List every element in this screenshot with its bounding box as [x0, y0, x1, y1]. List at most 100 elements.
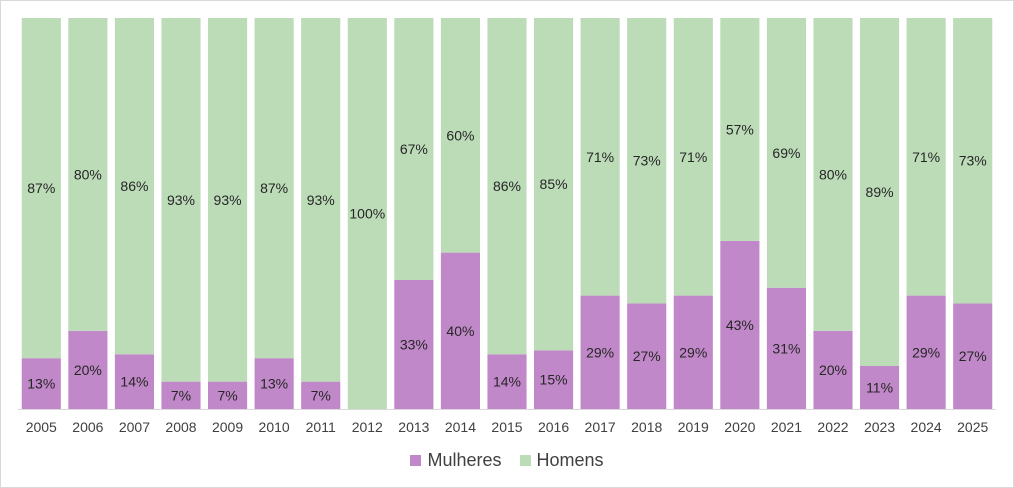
x-tick-label-2017: 2017 [585, 419, 616, 435]
bar-homens-2013 [394, 18, 434, 280]
x-tick-label-2022: 2022 [817, 419, 848, 435]
data-label-homens-2023: 89% [866, 184, 894, 200]
data-label-mulheres-2018: 27% [633, 348, 661, 364]
legend-label-mulheres: Mulheres [427, 450, 502, 470]
bar-homens-2021 [766, 18, 806, 288]
bar-mulheres-2008 [161, 381, 201, 409]
bar-homens-2011 [301, 18, 341, 382]
data-label-homens-2005: 87% [27, 180, 55, 196]
bar-mulheres-2022 [813, 330, 853, 409]
data-label-homens-2008: 93% [167, 192, 195, 208]
bar-homens-2015 [487, 18, 527, 355]
bar-mulheres-2017 [580, 295, 620, 409]
x-tick-label-2012: 2012 [352, 419, 383, 435]
bar-mulheres-2005 [21, 358, 61, 409]
bar-homens-2009 [208, 18, 248, 382]
x-tick-label-2024: 2024 [911, 419, 942, 435]
legend-item-homens: Homens [519, 450, 604, 471]
data-label-mulheres-2007: 14% [120, 374, 148, 390]
bar-mulheres-2009 [208, 381, 248, 409]
data-label-mulheres-2016: 15% [540, 372, 568, 388]
data-label-mulheres-2025: 27% [959, 348, 987, 364]
bar-homens-2006 [68, 18, 108, 331]
data-label-homens-2018: 73% [633, 153, 661, 169]
data-label-mulheres-2023: 11% [866, 380, 893, 396]
bar-mulheres-2021 [766, 287, 806, 409]
bar-homens-2022 [813, 18, 853, 331]
bar-homens-2010 [254, 18, 294, 359]
data-label-mulheres-2017: 29% [586, 344, 614, 360]
bar-mulheres-2023 [860, 365, 900, 409]
legend-label-homens: Homens [536, 450, 604, 470]
data-label-mulheres-2014: 40% [446, 323, 474, 339]
data-label-homens-2006: 80% [74, 166, 102, 182]
data-label-homens-2014: 60% [446, 127, 474, 143]
data-label-homens-2009: 93% [214, 192, 242, 208]
bar-homens-2023 [860, 18, 900, 366]
x-tick-label-2018: 2018 [631, 419, 662, 435]
x-tick-label-2009: 2009 [212, 419, 243, 435]
x-tick-label-2019: 2019 [678, 419, 709, 435]
data-label-homens-2024: 71% [912, 149, 940, 165]
x-tick-label-2008: 2008 [165, 419, 196, 435]
data-label-mulheres-2011: 7% [311, 387, 331, 403]
x-tick-label-2025: 2025 [957, 419, 988, 435]
data-label-homens-2015: 86% [493, 178, 521, 194]
data-label-mulheres-2013: 33% [400, 336, 428, 352]
bar-mulheres-2025 [953, 303, 993, 409]
x-tick-label-2016: 2016 [538, 419, 569, 435]
x-tick-label-2006: 2006 [72, 419, 103, 435]
data-label-mulheres-2010: 13% [260, 376, 288, 392]
data-label-homens-2007: 86% [120, 178, 148, 194]
x-tick-label-2015: 2015 [491, 419, 522, 435]
data-label-homens-2012: 100% [349, 206, 385, 222]
x-tick-label-2011: 2011 [306, 419, 336, 435]
x-tick-label-2014: 2014 [445, 419, 476, 435]
data-label-mulheres-2006: 20% [74, 362, 102, 378]
bar-homens-2025 [953, 18, 993, 304]
data-label-homens-2019: 71% [679, 149, 707, 165]
x-axis: 2005 2006 2007 2008 2009 2010 2011 2012 2013 2014… [18, 409, 996, 435]
bar-homens-2018 [627, 18, 667, 304]
data-label-mulheres-2020: 43% [726, 317, 754, 333]
bar-mulheres-2024 [906, 295, 946, 409]
legend-item-mulheres: Mulheres [410, 450, 502, 471]
x-tick-label-2005: 2005 [26, 419, 57, 435]
data-label-homens-2022: 80% [819, 166, 847, 182]
data-label-mulheres-2009: 7% [217, 387, 237, 403]
bar-homens-2016 [534, 18, 574, 351]
bar-homens-2014 [440, 18, 480, 253]
bar-mulheres-2013 [394, 279, 434, 409]
legend-swatch-homens [519, 455, 531, 466]
data-label-homens-2013: 67% [400, 141, 428, 157]
data-label-mulheres-2021: 31% [772, 340, 800, 356]
bar-mulheres-2007 [114, 354, 154, 409]
data-label-homens-2017: 71% [586, 149, 614, 165]
bar-homens-2017 [580, 18, 620, 296]
chart-legend: Mulheres Homens [0, 450, 1014, 471]
data-label-homens-2025: 73% [959, 153, 987, 169]
x-tick-label-2021: 2021 [771, 419, 802, 435]
bar-mulheres-2019 [673, 295, 713, 409]
data-label-mulheres-2005: 13% [27, 376, 55, 392]
data-label-mulheres-2019: 29% [679, 344, 707, 360]
bar-mulheres-2011 [301, 381, 341, 409]
legend-swatch-mulheres [410, 455, 422, 466]
bar-mulheres-2018 [627, 303, 667, 409]
data-label-mulheres-2015: 14% [493, 374, 521, 390]
data-label-mulheres-2008: 7% [171, 387, 191, 403]
x-tick-label-2010: 2010 [259, 419, 290, 435]
data-label-homens-2016: 85% [540, 176, 568, 192]
bar-mulheres-2015 [487, 354, 527, 409]
bar-homens-2005 [21, 18, 61, 359]
data-label-homens-2020: 57% [726, 121, 754, 137]
bar-mulheres-2016 [534, 350, 574, 409]
data-label-homens-2010: 87% [260, 180, 288, 196]
bar-homens-2019 [673, 18, 713, 296]
bars-layer [21, 18, 993, 409]
x-tick-label-2020: 2020 [724, 419, 755, 435]
data-label-homens-2021: 69% [772, 145, 800, 161]
bar-homens-2008 [161, 18, 201, 382]
x-tick-label-2013: 2013 [398, 419, 429, 435]
